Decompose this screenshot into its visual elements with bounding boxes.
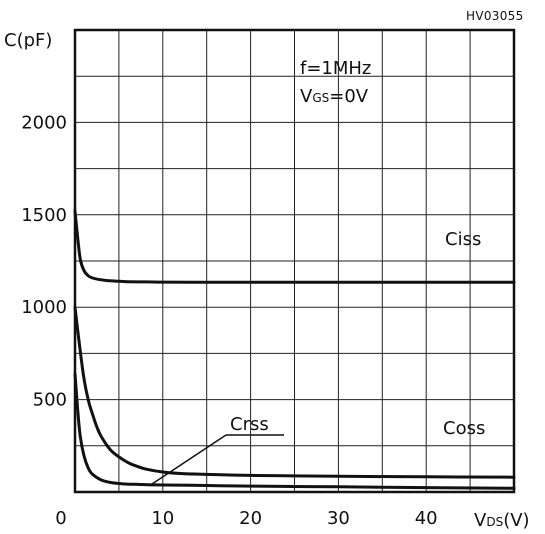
x-axis-ticks: 0 10 20 30 40 — [55, 508, 437, 529]
crss-label-leader — [151, 434, 227, 485]
x-axis-label-unit: (V) — [503, 510, 529, 531]
series-layer — [73, 209, 516, 490]
series-line-crss — [73, 372, 516, 490]
x-axis-label-sub: DS — [486, 515, 503, 529]
grid — [75, 30, 514, 492]
series-label-ciss: Ciss — [445, 229, 481, 250]
plot-frame — [73, 28, 516, 494]
y-tick-label: 1500 — [21, 205, 67, 226]
condition-frequency: f=1MHz — [300, 58, 371, 79]
condition-vgs: VGS=0V — [300, 86, 369, 107]
y-axis-label: C(pF) — [4, 30, 52, 51]
y-tick-label: 1000 — [21, 297, 67, 318]
condition-vgs-rest: =0V — [329, 86, 369, 107]
x-tick-label: 20 — [239, 508, 262, 529]
x-tick-label: 40 — [415, 508, 438, 529]
series-line-ciss — [73, 209, 516, 284]
document-code: HV03055 — [466, 9, 524, 23]
series-label-coss: Coss — [443, 418, 485, 439]
condition-vgs-main: V — [300, 86, 313, 107]
series-label-crss: Crss — [230, 414, 269, 435]
x-axis-label-main: V — [474, 510, 487, 531]
y-axis-ticks: 500 1000 1500 2000 — [21, 112, 67, 410]
condition-vgs-sub: GS — [312, 91, 329, 105]
x-tick-label: 10 — [151, 508, 174, 529]
x-tick-label: 0 — [55, 508, 66, 529]
x-axis-label: VDS(V) — [474, 510, 530, 531]
y-tick-label: 2000 — [21, 112, 67, 133]
series-line-coss — [73, 305, 516, 479]
y-tick-label: 500 — [33, 390, 67, 411]
x-tick-label: 30 — [327, 508, 350, 529]
